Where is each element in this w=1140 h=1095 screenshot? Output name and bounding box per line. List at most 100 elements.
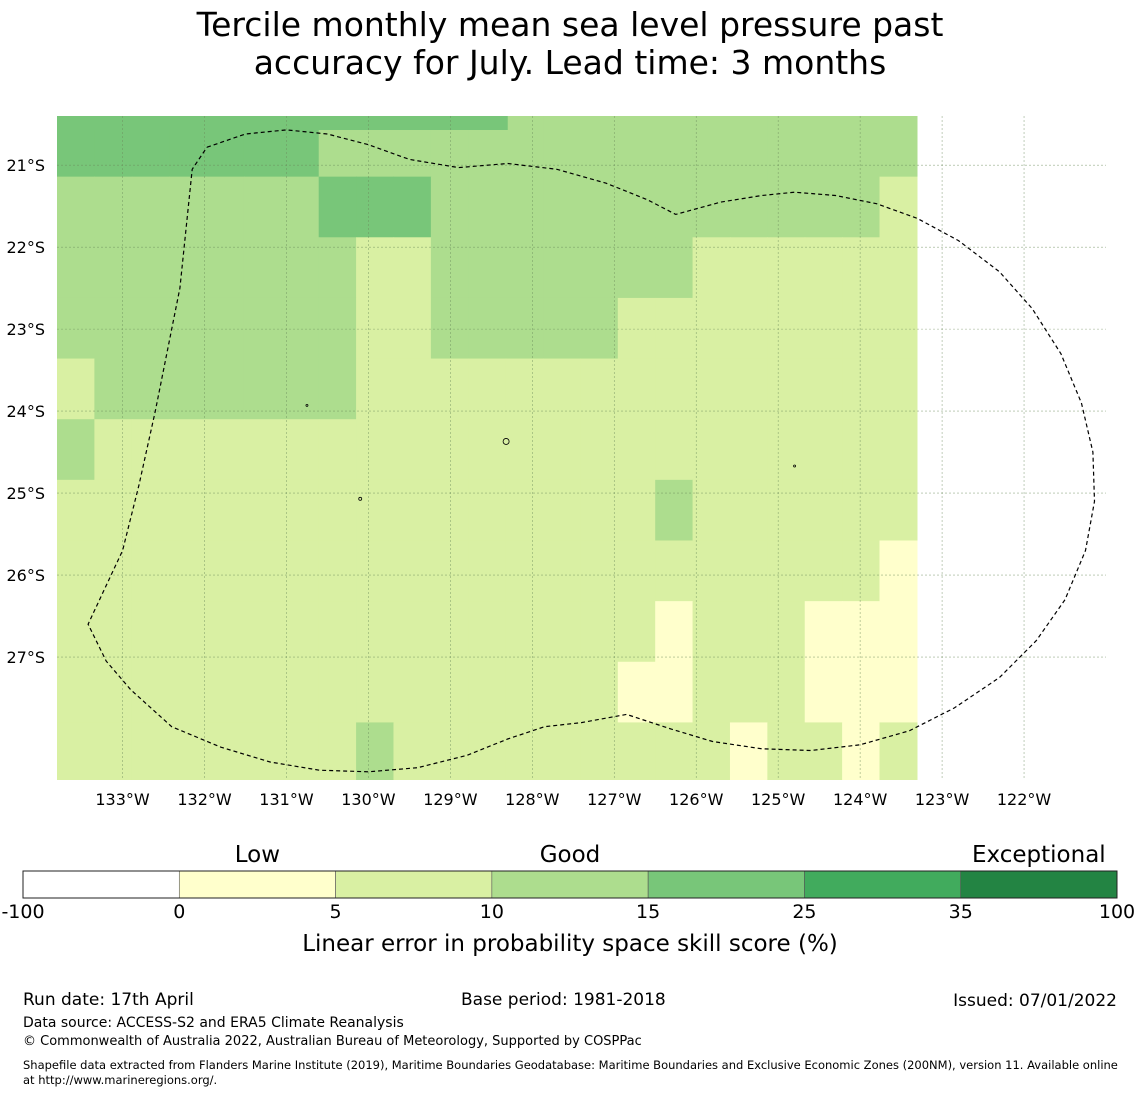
title-line-1: Tercile monthly mean sea level pressure …	[196, 5, 944, 44]
skill-cell	[57, 237, 95, 299]
skill-cell	[804, 237, 843, 299]
skill-cell	[543, 297, 582, 360]
skill-cell	[57, 419, 95, 481]
skill-cell	[281, 419, 320, 481]
longitude-label: 124°W	[833, 790, 888, 809]
skill-cell	[393, 419, 432, 481]
skill-cell	[804, 176, 843, 238]
skill-cell	[243, 601, 282, 663]
skill-cell	[842, 419, 881, 481]
longitude-label: 125°W	[751, 790, 806, 809]
colorbar-tick-label: 0	[173, 901, 186, 923]
skill-cell	[318, 540, 357, 602]
skill-cell	[543, 601, 582, 663]
skill-cell	[393, 237, 432, 299]
skill-cell	[655, 419, 694, 481]
island-marker	[358, 496, 363, 501]
skill-cell	[543, 116, 582, 178]
longitude-label: 132°W	[177, 790, 232, 809]
skill-cell	[243, 176, 282, 238]
skill-cell	[243, 722, 282, 780]
skill-cell	[729, 479, 768, 542]
skill-cell	[356, 722, 395, 780]
skill-cell	[94, 540, 133, 602]
skill-cell	[655, 176, 694, 238]
skill-cell	[692, 722, 731, 780]
skill-cell	[131, 419, 170, 481]
skill-cell	[57, 176, 95, 238]
skill-cell	[804, 116, 843, 178]
skill-cell	[729, 540, 768, 602]
colorbar-tick-label: 35	[948, 901, 973, 923]
skill-cell	[318, 176, 357, 238]
colorbar-tick-label: 100	[1098, 901, 1136, 923]
skill-cell	[131, 237, 170, 299]
skill-cell	[281, 722, 320, 780]
skill-cell	[243, 540, 282, 602]
skill-cell	[842, 116, 881, 178]
shapefile-credit: Shapefile data extracted from Flanders M…	[23, 1058, 1118, 1087]
skill-cell	[804, 601, 843, 663]
skill-cell	[131, 601, 170, 663]
skill-cell	[243, 479, 282, 542]
skill-cell	[655, 237, 694, 299]
skill-cell	[617, 419, 656, 481]
skill-cells	[57, 116, 918, 780]
longitude-label: 133°W	[95, 790, 150, 809]
longitude-label: 122°W	[997, 790, 1052, 809]
skill-cell	[842, 540, 881, 602]
skill-cell	[767, 116, 806, 178]
skill-cell	[57, 479, 95, 542]
skill-cell	[94, 479, 133, 542]
skill-cell	[804, 297, 843, 360]
skill-cell	[580, 722, 619, 780]
skill-cell	[356, 237, 395, 299]
skill-cell	[468, 358, 507, 420]
latitude-label: 22°S	[6, 238, 45, 257]
skill-cell	[430, 358, 469, 420]
eez-outline	[87, 129, 1096, 773]
skill-cell	[430, 661, 469, 724]
skill-cell	[692, 176, 731, 238]
skill-cell	[729, 722, 768, 780]
skill-cell	[580, 661, 619, 724]
skill-cell	[206, 419, 245, 481]
skill-cell	[318, 661, 357, 724]
skill-cell	[94, 419, 133, 481]
skill-cell	[729, 297, 768, 360]
skill-cell	[169, 297, 208, 360]
latitude-labels: 21°S 22°S 23°S 24°S 25°S 26°S 27°S	[6, 156, 45, 667]
skill-cell	[393, 176, 432, 238]
skill-cell	[430, 237, 469, 299]
skill-cell	[393, 722, 432, 780]
skill-cell	[281, 661, 320, 724]
skill-cell	[804, 661, 843, 724]
skill-cell	[430, 479, 469, 542]
skill-cell	[505, 419, 544, 481]
skill-cell	[57, 601, 95, 663]
skill-cell	[617, 479, 656, 542]
skill-cell	[580, 297, 619, 360]
skill-cell	[393, 601, 432, 663]
skill-cell	[131, 722, 170, 780]
skill-cell	[617, 297, 656, 360]
skill-cell	[131, 479, 170, 542]
skill-cell	[393, 540, 432, 602]
skill-cell	[767, 540, 806, 602]
skill-cell	[169, 237, 208, 299]
skill-cell	[879, 722, 918, 780]
skill-cell	[543, 419, 582, 481]
skill-cell	[842, 479, 881, 542]
skill-cell	[543, 540, 582, 602]
skill-cell	[842, 661, 881, 724]
skill-cell	[281, 176, 320, 238]
skill-cell	[468, 237, 507, 299]
skill-cell	[617, 358, 656, 420]
skill-cell	[580, 479, 619, 542]
skill-cell	[842, 722, 881, 780]
skill-cell	[729, 601, 768, 663]
skill-cell	[206, 601, 245, 663]
skill-cell	[318, 479, 357, 542]
skill-cell	[580, 358, 619, 420]
longitude-label: 130°W	[341, 790, 396, 809]
